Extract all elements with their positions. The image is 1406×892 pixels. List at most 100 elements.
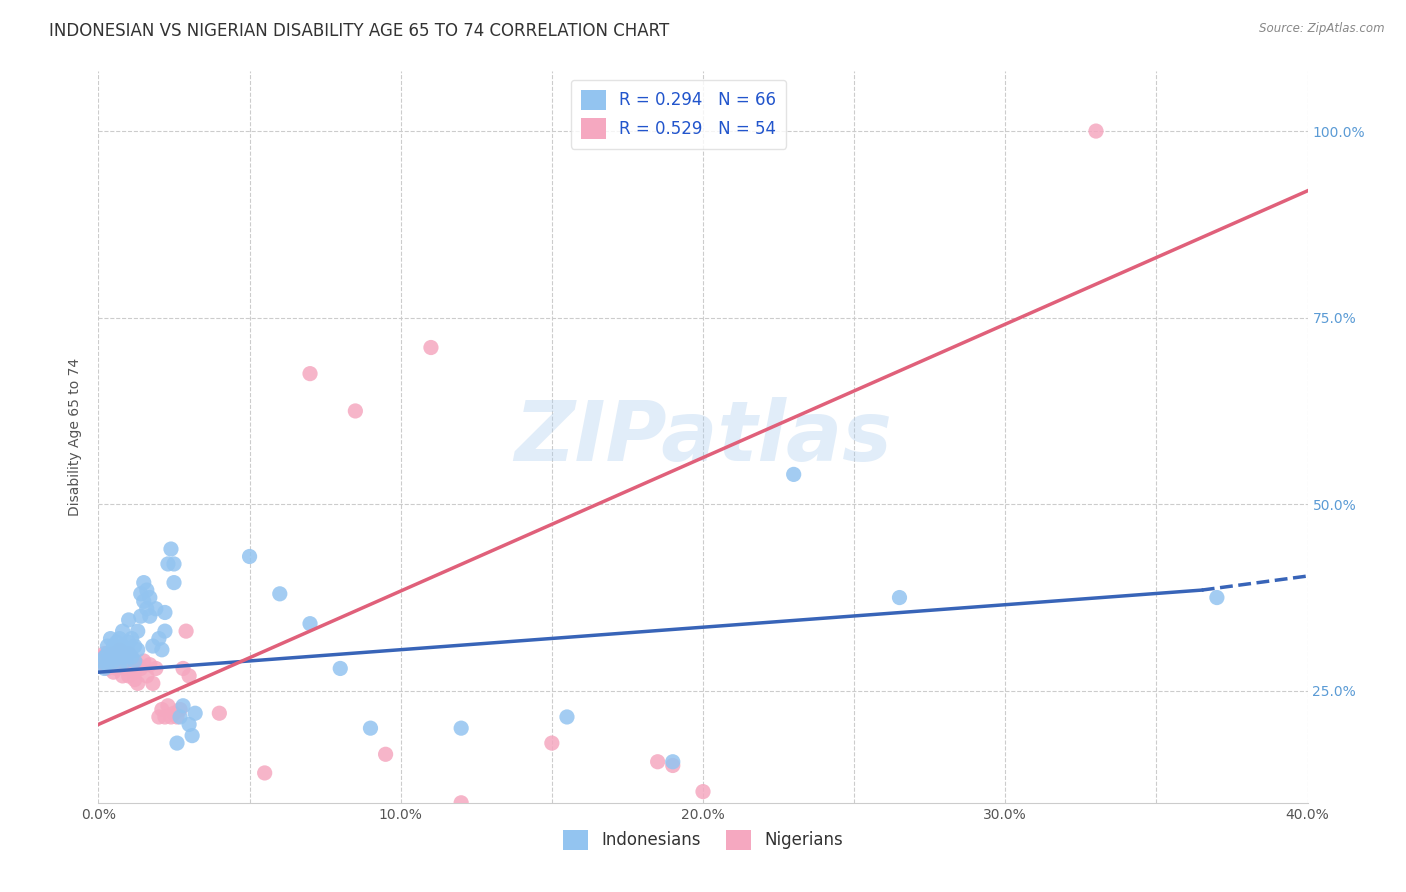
Point: [163, 706, 186, 721]
Point: [153, 710, 176, 724]
Point: [160, 710, 183, 724]
Point: [111, 639, 134, 653]
Point: [103, 647, 125, 661]
Point: [647, 755, 669, 769]
Point: [127, 642, 149, 657]
Point: [108, 657, 131, 672]
Point: [148, 710, 170, 724]
Point: [344, 404, 367, 418]
Point: [540, 736, 562, 750]
Point: [374, 747, 396, 762]
Point: [124, 665, 146, 680]
Point: [127, 657, 149, 672]
Point: [172, 661, 194, 675]
Point: [661, 755, 683, 769]
Point: [163, 575, 186, 590]
Point: [121, 657, 143, 672]
Point: [239, 549, 262, 564]
Point: [208, 706, 231, 721]
Point: [121, 632, 143, 646]
Point: [96, 654, 118, 668]
Point: [163, 557, 186, 571]
Point: [132, 654, 155, 668]
Point: [118, 669, 141, 683]
Point: [93, 661, 115, 675]
Point: [139, 657, 162, 672]
Point: [450, 721, 472, 735]
Y-axis label: Disability Age 65 to 74: Disability Age 65 to 74: [69, 358, 83, 516]
Point: [299, 367, 322, 381]
Point: [114, 650, 136, 665]
Point: [329, 661, 352, 675]
Point: [90, 650, 112, 665]
Point: [132, 575, 155, 590]
Point: [114, 654, 136, 668]
Point: [253, 766, 276, 780]
Point: [420, 341, 443, 355]
Point: [145, 601, 167, 615]
Point: [174, 624, 197, 639]
Point: [1206, 591, 1229, 605]
Point: [93, 657, 115, 672]
Point: [111, 657, 134, 672]
Point: [135, 583, 157, 598]
Point: [105, 661, 128, 675]
Point: [118, 635, 141, 649]
Point: [96, 639, 118, 653]
Point: [129, 587, 152, 601]
Text: Source: ZipAtlas.com: Source: ZipAtlas.com: [1260, 22, 1385, 36]
Point: [100, 650, 122, 665]
Point: [166, 710, 188, 724]
Point: [142, 639, 165, 653]
Point: [145, 661, 167, 675]
Point: [269, 587, 291, 601]
Point: [172, 698, 194, 713]
Point: [139, 609, 162, 624]
Point: [783, 467, 806, 482]
Point: [181, 729, 204, 743]
Legend: Indonesians, Nigerians: Indonesians, Nigerians: [557, 823, 849, 856]
Point: [114, 642, 136, 657]
Point: [118, 647, 141, 661]
Point: [184, 706, 207, 721]
Point: [121, 650, 143, 665]
Point: [142, 676, 165, 690]
Point: [129, 661, 152, 675]
Point: [153, 606, 176, 620]
Point: [100, 632, 122, 646]
Point: [105, 642, 128, 657]
Point: [135, 601, 157, 615]
Point: [118, 647, 141, 661]
Point: [103, 665, 125, 680]
Point: [127, 624, 149, 639]
Point: [111, 669, 134, 683]
Point: [103, 654, 125, 668]
Point: [103, 647, 125, 661]
Point: [93, 650, 115, 665]
Point: [96, 657, 118, 672]
Point: [179, 669, 201, 683]
Point: [108, 647, 131, 661]
Point: [156, 557, 179, 571]
Point: [150, 642, 173, 657]
Point: [156, 698, 179, 713]
Point: [103, 639, 125, 653]
Text: ZIPatlas: ZIPatlas: [515, 397, 891, 477]
Point: [169, 710, 191, 724]
Point: [450, 796, 472, 810]
Point: [889, 591, 911, 605]
Point: [111, 624, 134, 639]
Point: [299, 616, 322, 631]
Text: INDONESIAN VS NIGERIAN DISABILITY AGE 65 TO 74 CORRELATION CHART: INDONESIAN VS NIGERIAN DISABILITY AGE 65…: [49, 22, 669, 40]
Point: [96, 647, 118, 661]
Point: [661, 758, 683, 772]
Point: [124, 654, 146, 668]
Point: [127, 676, 149, 690]
Point: [129, 609, 152, 624]
Point: [93, 647, 115, 661]
Point: [148, 632, 170, 646]
Point: [132, 594, 155, 608]
Point: [360, 721, 382, 735]
Point: [114, 661, 136, 675]
Point: [96, 661, 118, 675]
